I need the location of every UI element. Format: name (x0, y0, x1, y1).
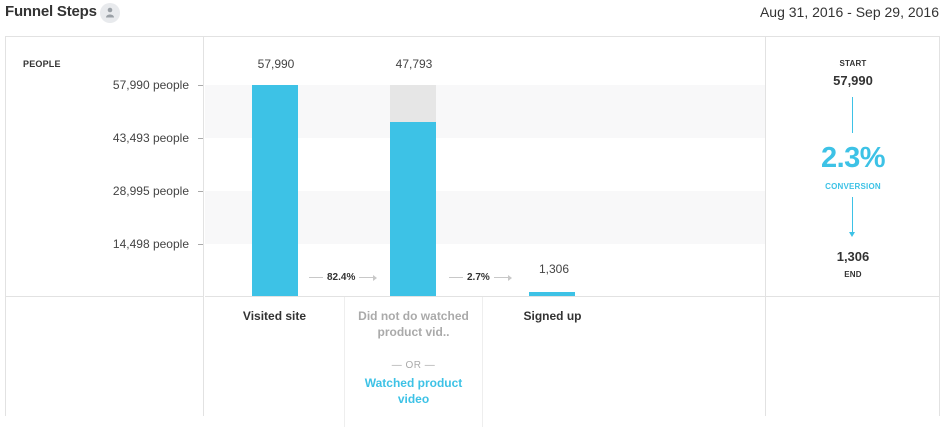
person-icon[interactable] (100, 3, 120, 23)
start-label: START (839, 59, 867, 68)
chart-area: 57,990 82.4% 47,793 2.7% 1,306 (205, 37, 765, 297)
tick-mark (198, 191, 203, 192)
step-label-2[interactable]: Did not do watched product vid.. — OR — … (344, 297, 483, 427)
tick-mark (198, 138, 203, 139)
arrow-right-icon (507, 274, 512, 281)
divider (6, 296, 204, 297)
tick-mark (198, 85, 203, 86)
conversion-label: CONVERSION (825, 182, 881, 191)
connector-line (852, 97, 853, 133)
funnel-card: PEOPLE 57,990 people 43,493 people 28,99… (5, 36, 940, 427)
tick-label: 57,990 people (112, 78, 189, 92)
y-axis: PEOPLE 57,990 people 43,493 people 28,99… (6, 37, 204, 416)
bar-value: 1,306 (538, 262, 570, 276)
step-name: Visited site (242, 309, 307, 323)
bar-value: 57,990 (257, 57, 295, 71)
summary-panel: START 57,990 2.3% CONVERSION 1,306 END (765, 37, 940, 416)
step-name-excluded[interactable]: Did not do watched product vid.. (358, 309, 469, 339)
bar-ghost-remainder[interactable] (390, 85, 436, 122)
step-label-1[interactable]: Visited site (205, 297, 344, 427)
or-divider: — OR — (391, 360, 436, 371)
bar-signed-up[interactable] (529, 292, 575, 297)
date-range[interactable]: Aug 31, 2016 - Sep 29, 2016 (759, 4, 939, 20)
start-value: 57,990 (833, 73, 873, 88)
tick-label: 43,493 people (112, 131, 189, 145)
step-conversion-1: 82.4% (309, 272, 378, 283)
end-label: END (844, 270, 862, 279)
step-name-selected[interactable]: Watched product video (364, 376, 463, 406)
axis-title: PEOPLE (23, 59, 61, 69)
conversion-rate: 2.7% (467, 272, 490, 283)
header-title: Funnel Steps (5, 3, 97, 20)
step-labels: Visited site Did not do watched product … (205, 296, 765, 427)
tick-label: 28,995 people (112, 184, 189, 198)
conversion-rate: 82.4% (327, 272, 356, 283)
bar-value: 47,793 (395, 57, 433, 71)
step-label-3[interactable]: Signed up (483, 297, 622, 427)
tick-mark (198, 244, 203, 245)
bar-visited-site[interactable] (252, 85, 298, 297)
end-value: 1,306 (836, 249, 870, 264)
arrow-right-icon (373, 274, 378, 281)
step-conversion-2: 2.7% (449, 272, 512, 283)
tick-label: 14,498 people (112, 237, 189, 251)
arrow-down-icon (849, 232, 855, 237)
grid-band (205, 85, 765, 138)
connector-line (852, 197, 853, 232)
divider (766, 296, 940, 297)
step-name: Signed up (523, 309, 582, 323)
bar-watched-video[interactable] (390, 122, 436, 297)
grid-band (205, 191, 765, 244)
conversion-percent: 2.3% (820, 142, 886, 174)
